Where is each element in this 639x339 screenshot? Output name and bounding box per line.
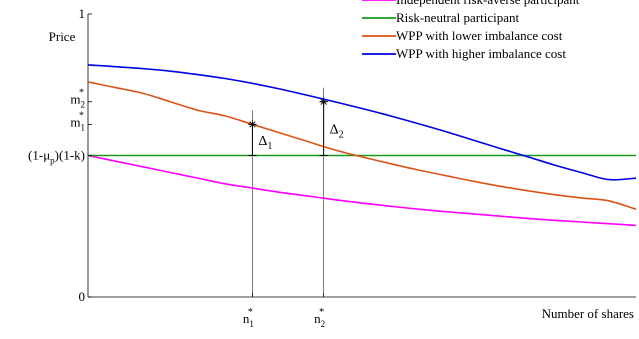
y-tick-label-2: m1* [70,110,85,132]
y-tick-label-0: 0 [79,289,86,304]
y-axis-label: Price [49,29,76,44]
series-line-1 [87,154,637,227]
star-marker-1 [248,120,257,129]
series-group [87,64,637,227]
legend-label-4: WPP with higher imbalance cost [396,46,566,61]
y-tick-label-4: 1 [79,6,86,21]
x-tick-label-0: n1* [243,307,254,329]
series-line-4 [87,64,637,181]
y-tick-label-1: (1-μp)(1-k) [28,148,85,166]
x-tick-label-1: n2* [314,307,325,329]
y-tick-label-3: m2* [70,88,85,110]
annotation-marks: Δ1 Δ2 [248,97,344,156]
guide-lines [252,87,324,297]
delta-label-1: Δ1 [258,134,272,152]
tick-labels: 0 (1-μp)(1-k) m1*m2* 1 n1* n2* [28,6,325,329]
legend: Independent risk-averse participant Risk-… [362,0,580,61]
x-axis-label: Number of shares [542,306,634,321]
legend-label-3: WPP with lower imbalance cost [396,28,563,43]
legend-label-2: Risk-neutral participant [396,10,519,25]
delta-label-2: Δ2 [330,123,344,141]
series-line-3 [87,81,637,211]
legend-label-1: Independent risk-averse participant [396,0,580,7]
star-marker-2 [319,97,328,106]
delta-bracket-1 [248,123,257,156]
